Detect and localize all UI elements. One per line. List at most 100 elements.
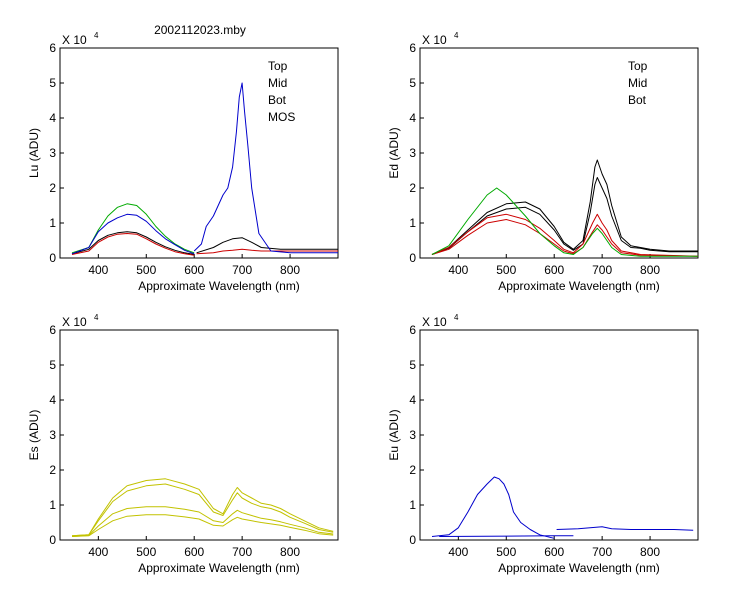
x-tick-label: 800 [280, 263, 300, 277]
x-tick-label: 600 [184, 545, 204, 559]
series-line-mos [71, 213, 195, 255]
series-group [431, 159, 698, 257]
y-tick-label: 5 [409, 76, 416, 90]
axis-multiplier-exponent: 4 [94, 31, 99, 40]
y-tick-label: 1 [49, 498, 56, 512]
legend-entry-mos: MOS [268, 110, 295, 124]
figure-title: 2002112023.mby [154, 23, 246, 37]
y-tick-label: 3 [49, 146, 56, 160]
series-line-top [431, 159, 698, 255]
y-tick-label: 0 [49, 251, 56, 265]
x-tick-label: 600 [544, 263, 564, 277]
x-tick-label: 500 [136, 263, 156, 277]
y-tick-label: 1 [409, 498, 416, 512]
x-tick-label: 500 [496, 263, 516, 277]
x-tick-label: 400 [448, 545, 468, 559]
y-axis-label: Ed (ADU) [387, 127, 401, 178]
series-line-top [196, 237, 338, 254]
plot-frame [59, 47, 339, 259]
y-tick-label: 5 [49, 76, 56, 90]
axis-multiplier-exponent: 4 [454, 313, 459, 322]
y-tick-label: 5 [409, 358, 416, 372]
series-line-es [71, 478, 334, 537]
y-tick-label: 0 [409, 251, 416, 265]
x-tick-label: 800 [640, 263, 660, 277]
x-tick-label: 500 [136, 545, 156, 559]
series-group [431, 476, 694, 539]
x-tick-label: 800 [640, 545, 660, 559]
x-tick-label: 800 [280, 545, 300, 559]
y-axis-label: Lu (ADU) [27, 128, 41, 178]
series-line-bot [431, 187, 698, 257]
x-tick-label: 700 [592, 263, 612, 277]
y-tick-label: 1 [49, 216, 56, 230]
x-tick-label: 700 [232, 545, 252, 559]
chart-es: 0 1 2 3 4 5 6 400 500 600 700 800 X 10 4 Approximate W… [27, 313, 339, 575]
plot-frame [419, 47, 699, 259]
y-axis-label: Es (ADU) [27, 410, 41, 461]
y-tick-label: 4 [49, 111, 56, 125]
axis-multiplier: X 10 [422, 315, 447, 329]
y-tick-label: 3 [409, 428, 416, 442]
y-tick-label: 4 [409, 393, 416, 407]
y-tick-label: 6 [409, 323, 416, 337]
series-line-top [431, 177, 698, 255]
legend-entry-mid: Mid [268, 76, 287, 90]
y-tick-label: 6 [49, 41, 56, 55]
series-line-mid [431, 219, 698, 257]
series-line-es [71, 506, 334, 537]
legend-entry-bot: Bot [268, 93, 287, 107]
y-tick-label: 3 [49, 428, 56, 442]
y-tick-label: 3 [409, 146, 416, 160]
axis-multiplier: X 10 [62, 33, 87, 47]
y-axis-label: Eu (ADU) [387, 409, 401, 460]
plot-frame [419, 329, 699, 541]
series-line-mos [193, 82, 338, 254]
y-tick-label: 0 [409, 533, 416, 547]
chart-ed: 0 1 2 3 4 5 6 400 500 600 700 800 X 10 4 Approximate W… [387, 31, 699, 293]
series-line-mid [71, 233, 195, 256]
x-tick-label: 400 [88, 545, 108, 559]
y-tick-label: 6 [49, 323, 56, 337]
plot-frame [59, 329, 339, 541]
chart-lu: 0 1 2 3 4 5 6 400 500 600 700 800 X 10 4 Approximate W… [27, 31, 339, 293]
series-line-mid [196, 248, 338, 255]
legend-entry-mid: Mid [628, 76, 647, 90]
legend-entry-bot: Bot [628, 93, 647, 107]
x-axis-label: Approximate Wavelength (nm) [498, 561, 660, 575]
series-group [71, 478, 334, 537]
y-tick-label: 4 [49, 393, 56, 407]
y-tick-label: 6 [409, 41, 416, 55]
x-tick-label: 400 [448, 263, 468, 277]
x-tick-label: 500 [496, 545, 516, 559]
y-tick-label: 2 [409, 181, 416, 195]
y-tick-label: 0 [49, 533, 56, 547]
axis-multiplier-exponent: 4 [454, 31, 459, 40]
x-tick-label: 700 [592, 545, 612, 559]
chart-eu: 0 1 2 3 4 5 6 400 500 600 700 800 X 10 4 Approximate W… [387, 313, 699, 575]
legend-entry-top: Top [268, 59, 288, 73]
x-tick-label: 600 [544, 545, 564, 559]
series-line-eu [431, 476, 555, 539]
y-tick-label: 5 [49, 358, 56, 372]
series-line-eu [439, 535, 574, 537]
y-tick-label: 1 [409, 216, 416, 230]
axis-multiplier: X 10 [422, 33, 447, 47]
y-tick-label: 2 [49, 181, 56, 195]
series-group [71, 82, 338, 256]
axis-multiplier-exponent: 4 [94, 313, 99, 322]
series-line-es [71, 483, 334, 537]
x-axis-label: Approximate Wavelength (nm) [138, 561, 300, 575]
x-axis-label: Approximate Wavelength (nm) [498, 279, 660, 293]
series-line-top [71, 231, 195, 255]
y-tick-label: 2 [49, 463, 56, 477]
x-axis-label: Approximate Wavelength (nm) [138, 279, 300, 293]
x-tick-label: 700 [232, 263, 252, 277]
series-line-eu [556, 526, 694, 531]
x-tick-label: 600 [184, 263, 204, 277]
legend-entry-top: Top [628, 59, 648, 73]
y-tick-label: 2 [409, 463, 416, 477]
x-tick-label: 400 [88, 263, 108, 277]
y-tick-label: 4 [409, 111, 416, 125]
